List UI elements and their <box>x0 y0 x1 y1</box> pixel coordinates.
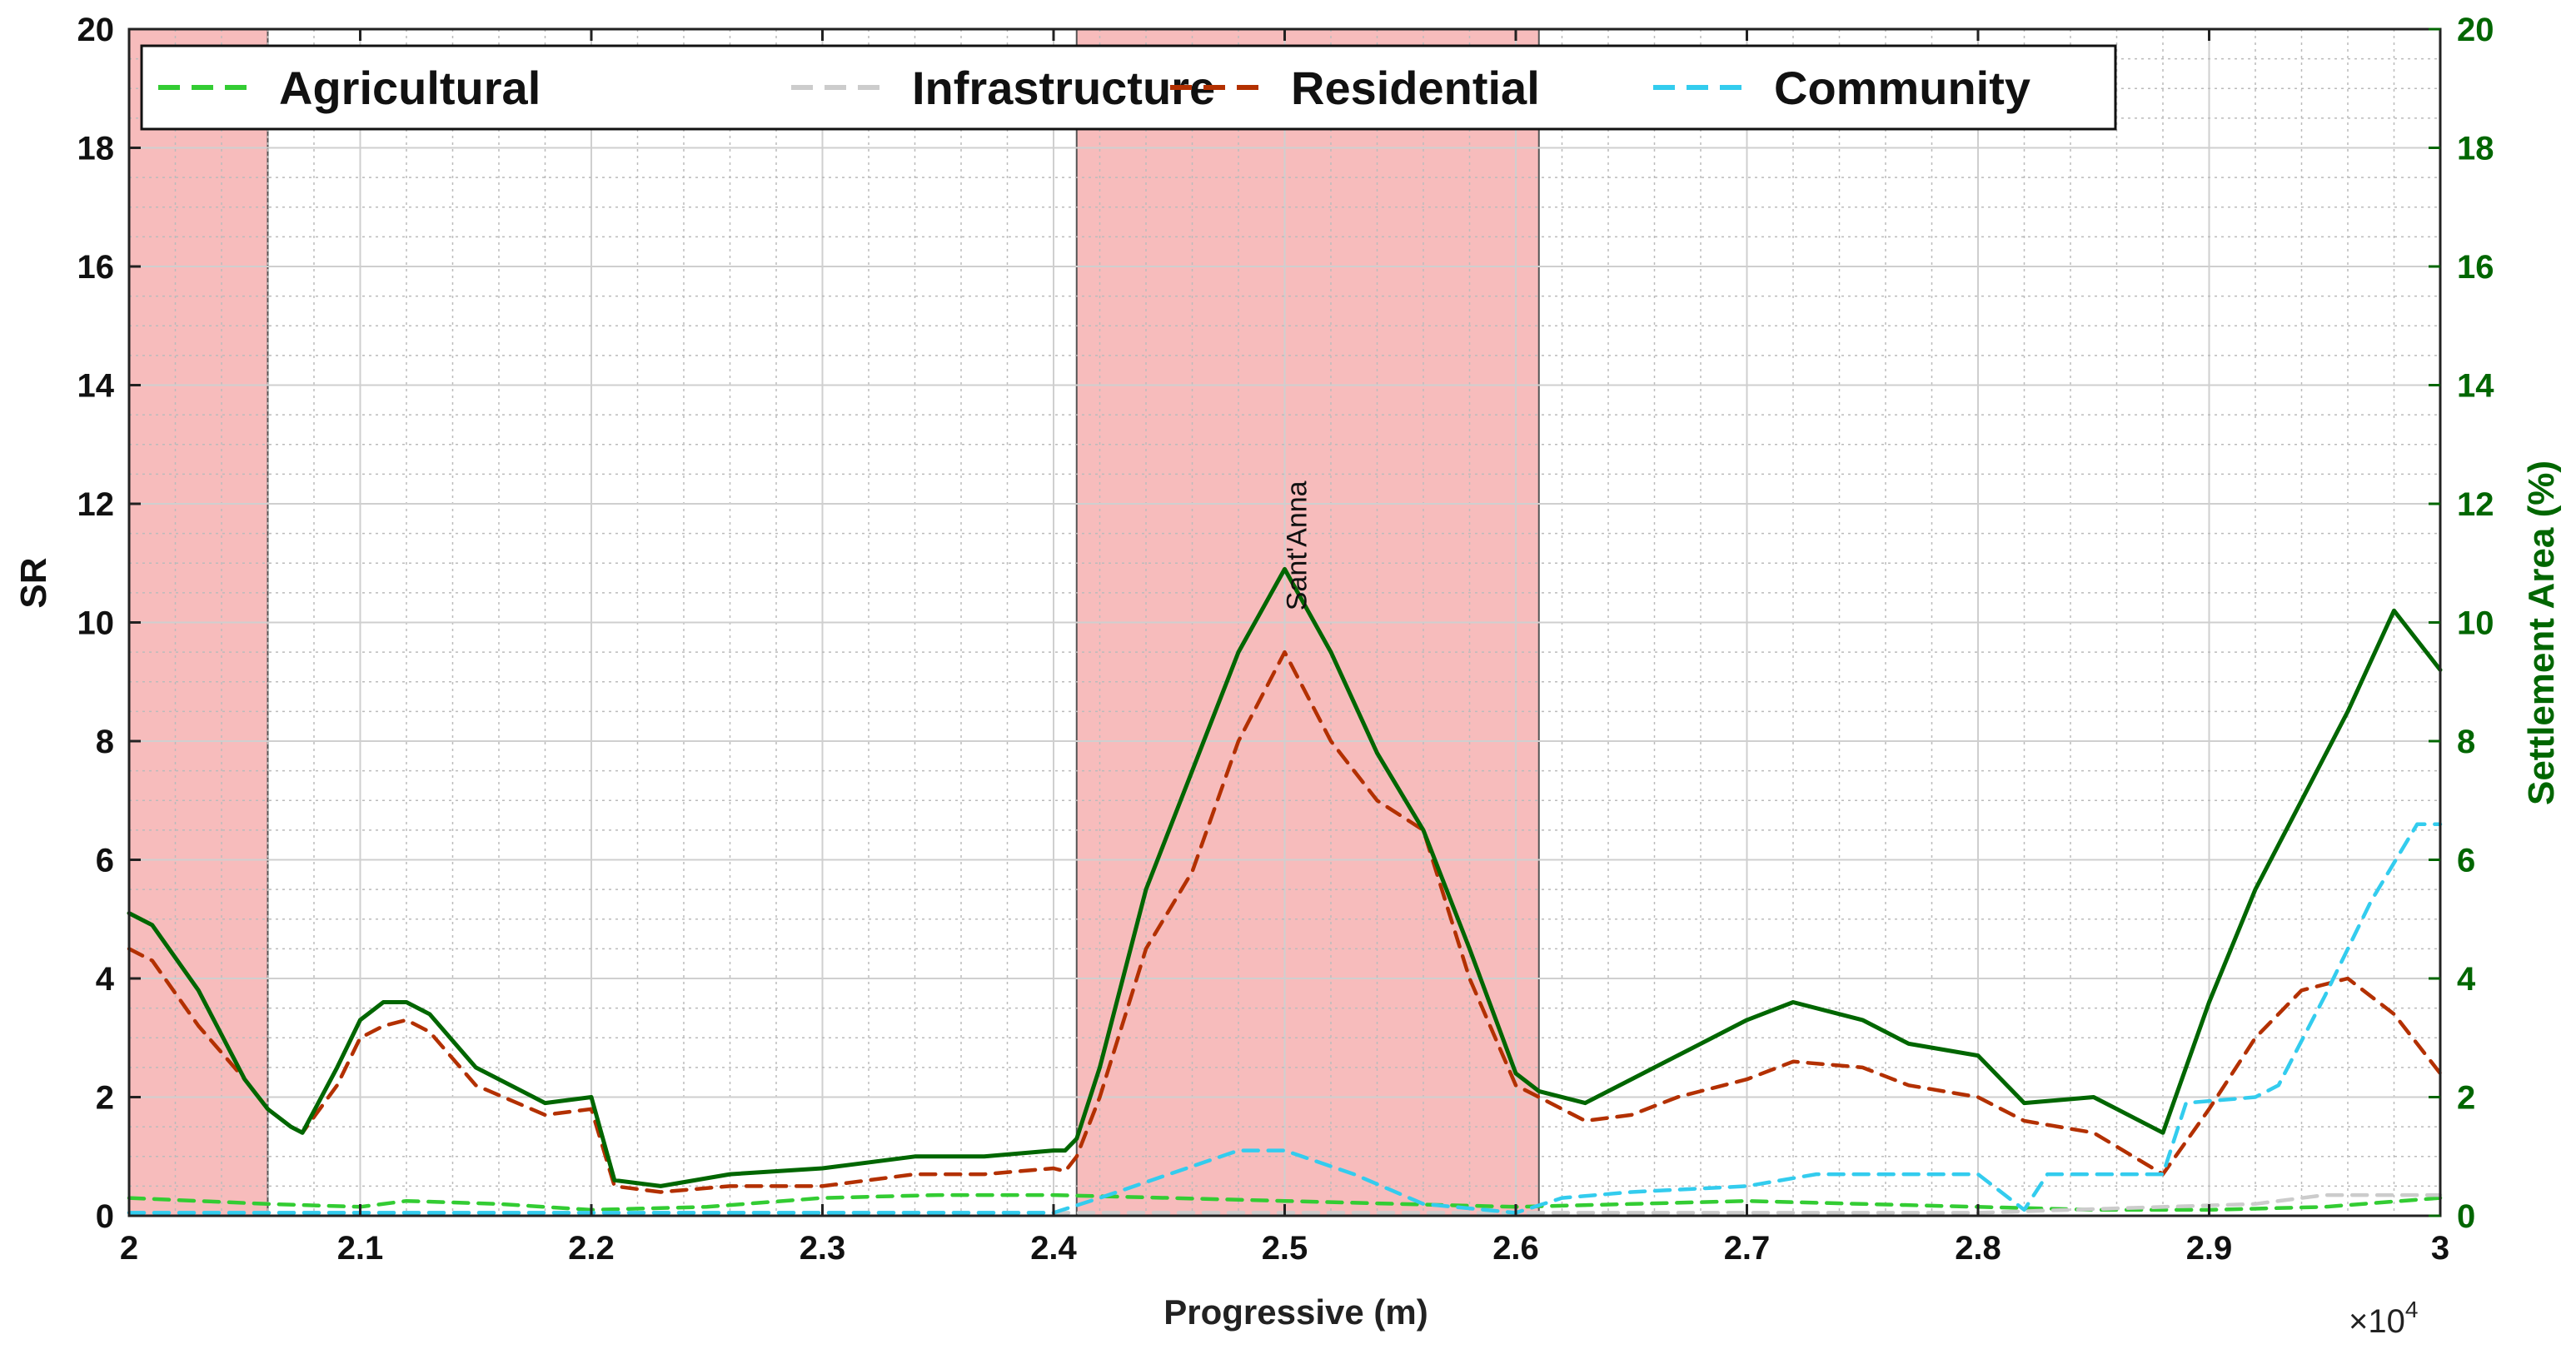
x-tick-label: 2.5 <box>1262 1230 1308 1267</box>
y-right-tick-label: 4 <box>2457 961 2476 998</box>
x-tick-label: 2 <box>120 1230 138 1267</box>
x-tick-label: 2.1 <box>337 1230 384 1267</box>
y-left-tick-label: 14 <box>77 368 115 405</box>
x-tick-label: 3 <box>2431 1230 2449 1267</box>
y-axis-right-label: Settlement Area (%) <box>2521 460 2562 805</box>
y-right-tick-label: 20 <box>2457 12 2494 48</box>
x-axis-multiplier: ×104 <box>2349 1297 2418 1340</box>
y-right-tick-label: 2 <box>2457 1080 2475 1117</box>
x-axis-multiplier-exponent: 4 <box>2405 1297 2419 1322</box>
annotations: Sant'Anna <box>1281 480 1313 610</box>
x-axis-label: Progressive (m) <box>1163 1292 1428 1332</box>
ticks: 2 2.1 2.2 2.3 2.4 2.5 2.6 2.7 2.8 2.9 30 02 24 46 68 81… <box>77 12 2495 1267</box>
series-line-community <box>127 822 2443 1215</box>
y-left-tick-label: 2 <box>96 1080 114 1117</box>
legend: Agricultural Infrastructure Residential Com… <box>140 44 2117 131</box>
y-right-tick-label: 16 <box>2457 249 2494 286</box>
y-right-tick-label: 10 <box>2457 605 2494 642</box>
y-left-tick-label: 8 <box>96 724 114 760</box>
x-tick-label: 2.7 <box>1724 1230 1771 1267</box>
x-tick-label: 2.8 <box>1955 1230 2001 1267</box>
y-left-tick-label: 16 <box>77 249 115 286</box>
y-right-tick-label: 0 <box>2457 1198 2475 1235</box>
y-left-tick-label: 20 <box>77 12 115 48</box>
x-axis-multiplier-base: ×10 <box>2349 1303 2405 1340</box>
y-left-tick-label: 12 <box>77 486 115 523</box>
x-tick-label: 2.6 <box>1492 1230 1539 1267</box>
series-line-settlement-area <box>127 566 2443 1188</box>
x-tick-label: 2.2 <box>568 1230 615 1267</box>
legend-label-infrastructure: Infrastructure <box>912 62 1215 114</box>
legend-label-community: Community <box>1774 62 2030 114</box>
x-tick-label: 2.9 <box>2186 1230 2233 1267</box>
y-left-tick-label: 6 <box>96 843 114 879</box>
y-right-tick-label: 12 <box>2457 486 2494 523</box>
legend-label-residential: Residential <box>1291 62 1540 114</box>
series-lines <box>127 566 2443 1215</box>
y-left-tick-label: 10 <box>77 605 115 642</box>
annotation-label: Sant'Anna <box>1281 480 1313 610</box>
series-line-residential <box>127 650 2443 1194</box>
y-left-tick-label: 0 <box>96 1198 114 1235</box>
y-right-tick-label: 8 <box>2457 724 2475 760</box>
y-left-tick-label: 4 <box>96 961 115 998</box>
x-tick-label: 2.4 <box>1030 1230 1077 1267</box>
series-line-agricultural <box>127 1192 2443 1212</box>
x-tick-label: 2.3 <box>800 1230 846 1267</box>
y-right-tick-label: 14 <box>2457 368 2494 405</box>
y-axis-left-label: SR <box>13 557 54 608</box>
legend-label-agricultural: Agricultural <box>279 62 541 114</box>
y-left-tick-label: 18 <box>77 131 115 167</box>
legend-box <box>140 44 2117 131</box>
y-right-tick-label: 18 <box>2457 131 2494 167</box>
y-right-tick-label: 6 <box>2457 843 2475 879</box>
